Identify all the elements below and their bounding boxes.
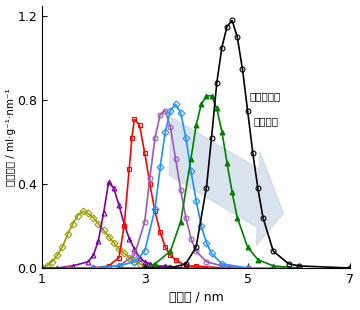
X-axis label: 細孔径 / nm: 細孔径 / nm xyxy=(169,291,224,304)
Text: 鎖長増加: 鎖長増加 xyxy=(253,116,278,126)
Text: 界面活性剤: 界面活性剤 xyxy=(250,91,281,101)
Y-axis label: 細孔容量 / ml·g⁻¹·nm⁻¹: 細孔容量 / ml·g⁻¹·nm⁻¹ xyxy=(5,88,15,186)
FancyArrow shape xyxy=(169,117,284,245)
